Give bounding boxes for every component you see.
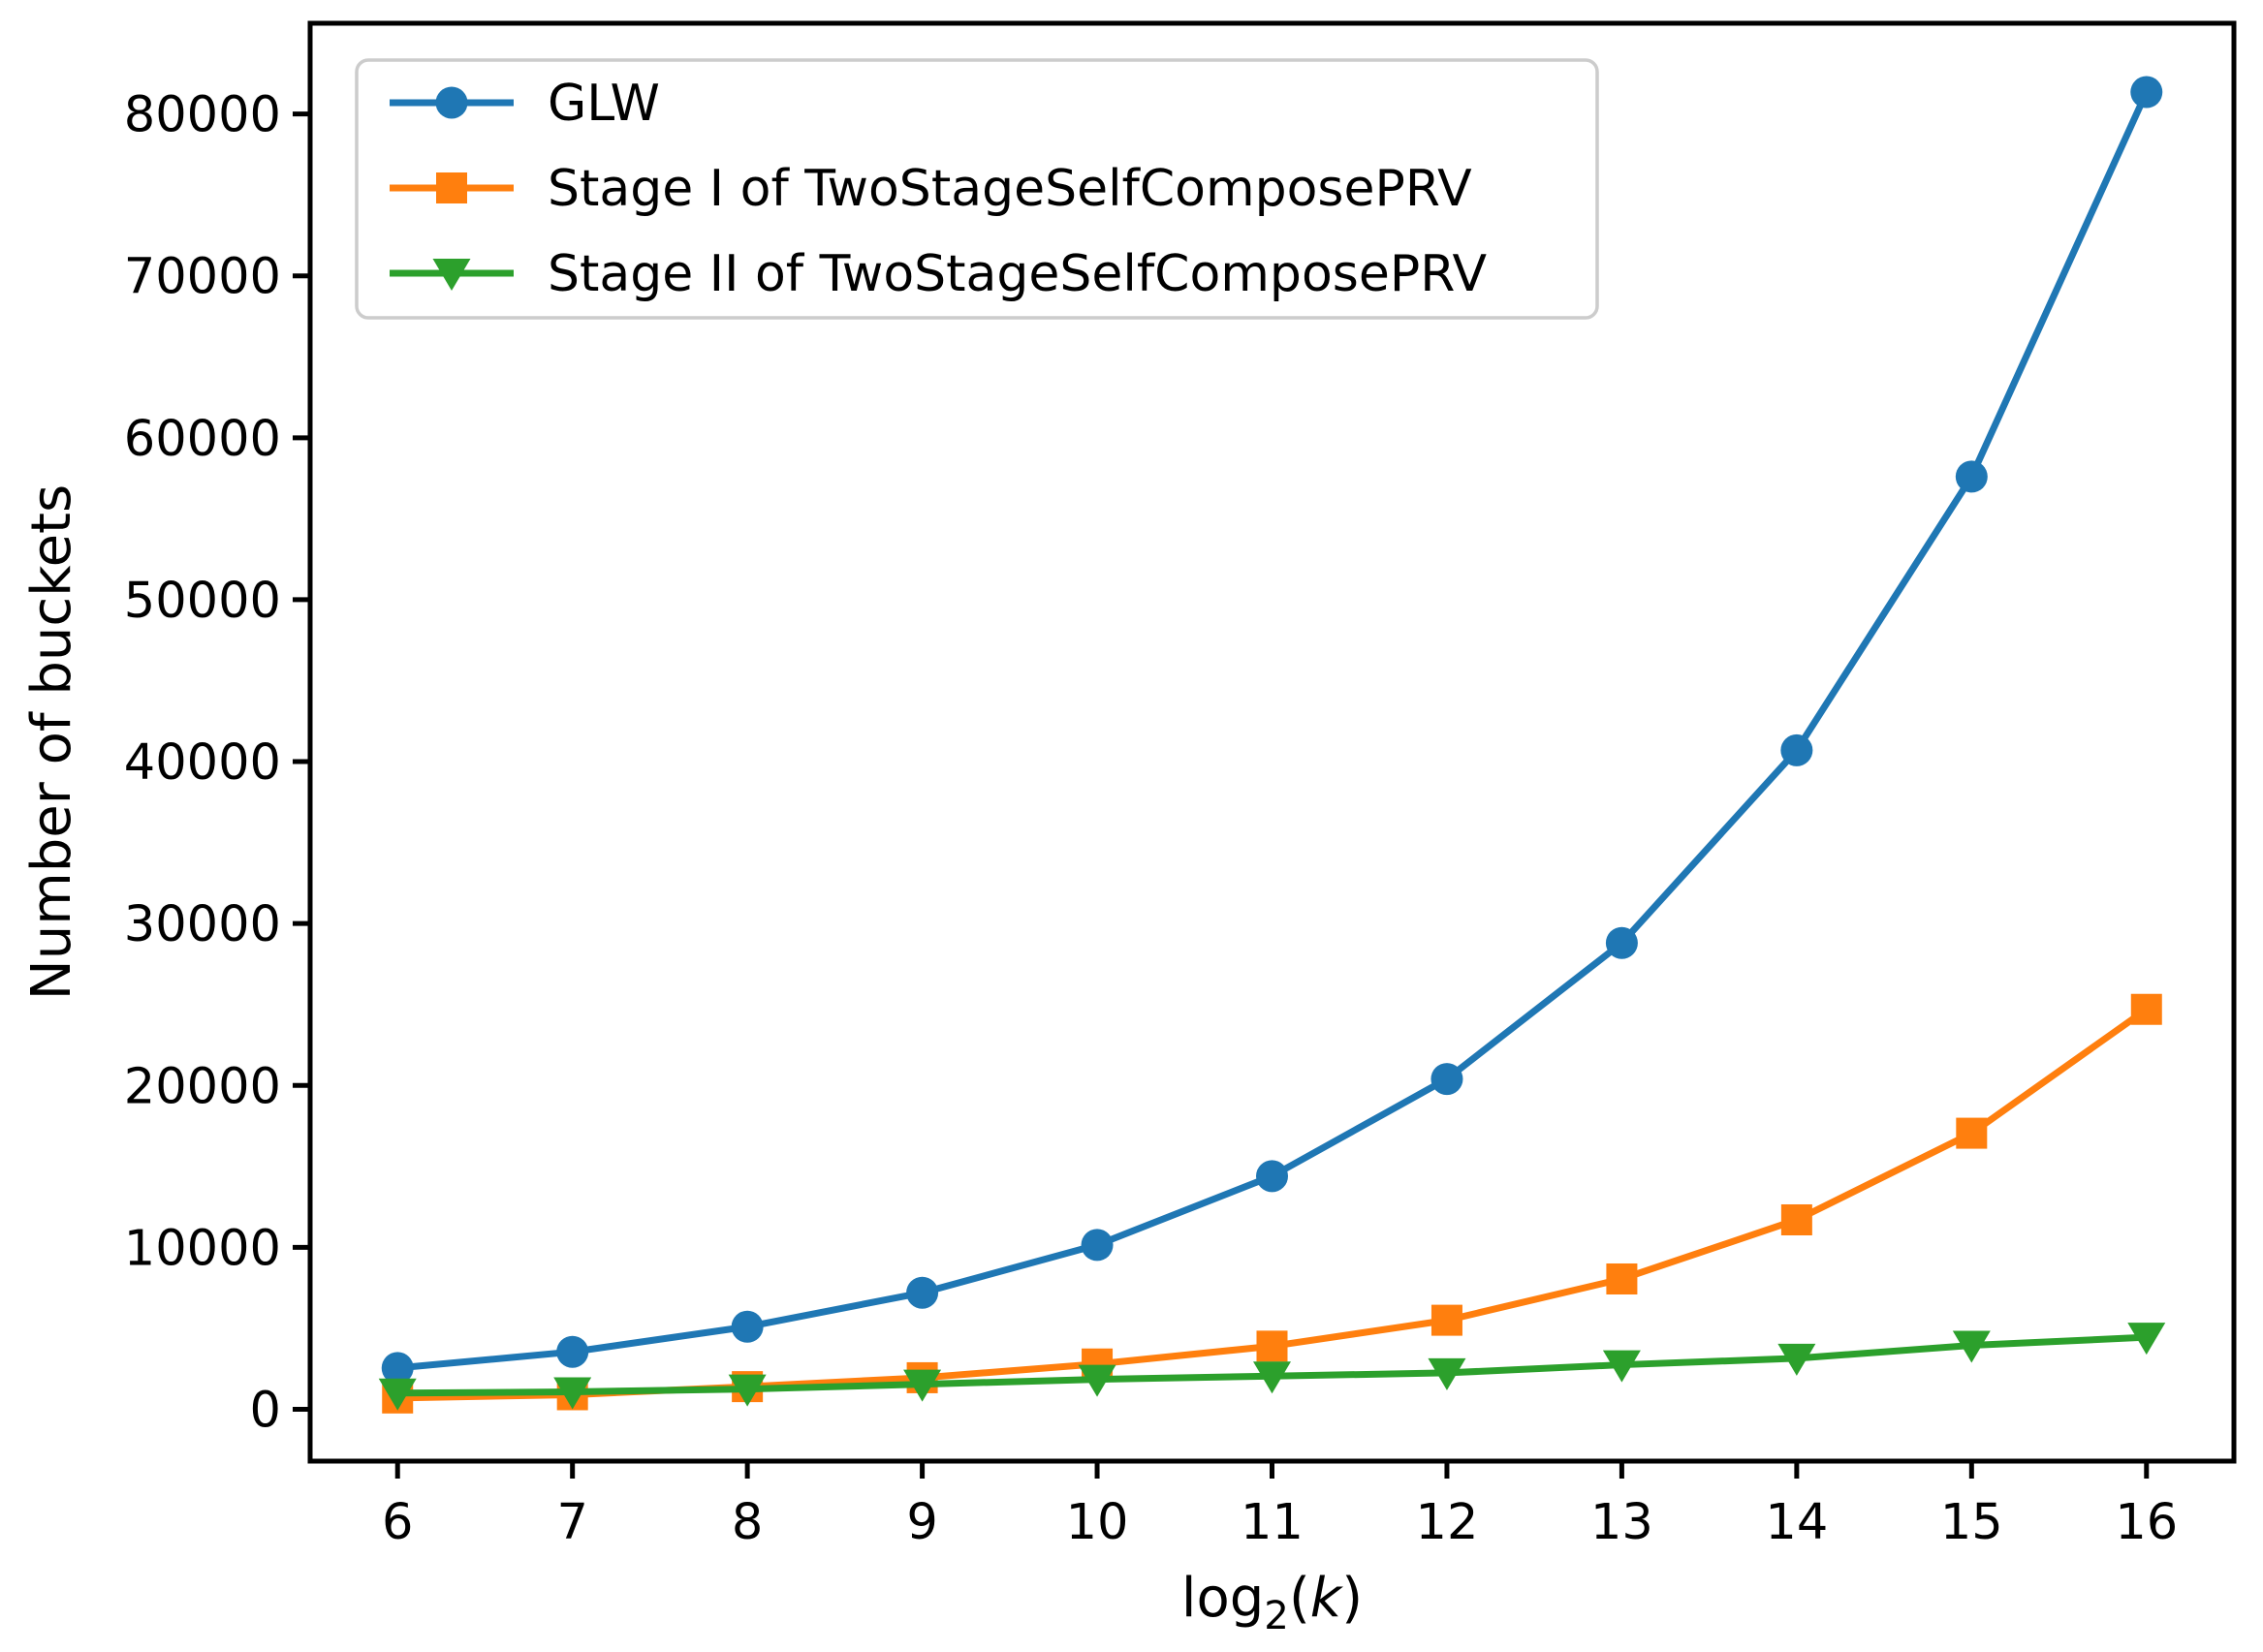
data-point-marker (1956, 1117, 1988, 1149)
data-point-marker (1078, 1364, 1116, 1397)
data-point-marker (553, 1377, 592, 1410)
x-tick-label: 15 (1940, 1494, 2003, 1551)
data-point-marker (906, 1276, 939, 1309)
data-point-marker (1430, 1063, 1463, 1096)
y-tick-label: 40000 (124, 734, 281, 792)
x-tick-label: 14 (1765, 1494, 1828, 1551)
y-axis: 0 10000 20000 30000 40000 50000 60000 70000 8000… (124, 87, 310, 1440)
x-axis: 6 7 8 9 10 11 12 13 14 15 16 (382, 1461, 2178, 1551)
legend-label: GLW (548, 75, 660, 133)
x-tick-label: 12 (1416, 1494, 1479, 1551)
x-tick-label: 7 (556, 1494, 587, 1551)
data-point-marker (1428, 1357, 1466, 1390)
data-point-marker (2130, 76, 2163, 109)
data-point-marker (731, 1310, 764, 1343)
data-point-marker (432, 259, 471, 291)
data-point-marker (1256, 1160, 1288, 1193)
data-point-marker (2127, 1323, 2166, 1356)
series-glw (381, 76, 2163, 1385)
x-tick-label: 9 (906, 1494, 937, 1551)
y-tick-label: 80000 (124, 87, 281, 144)
y-tick-label: 10000 (124, 1220, 281, 1277)
y-tick-label: 20000 (124, 1058, 281, 1115)
legend-entry: Stage II of TwoStageSelfComposePRV (390, 245, 1487, 303)
series-stage-ii-of-twostageselfcomposeprv (378, 1323, 2166, 1411)
x-tick-label: 13 (1590, 1494, 1653, 1551)
data-point-marker (1777, 1343, 1816, 1376)
data-point-marker (1430, 1304, 1462, 1336)
y-tick-label: 0 (250, 1383, 281, 1440)
x-tick-label: 16 (2115, 1494, 2178, 1551)
data-point-marker (435, 86, 468, 119)
data-point-marker (728, 1374, 767, 1407)
plot-series (378, 76, 2166, 1414)
data-point-marker (378, 1378, 417, 1411)
legend-box (355, 58, 1599, 320)
y-axis-label: Number of buckets (20, 484, 83, 1000)
data-point-marker (1952, 1330, 1991, 1363)
legend-entry: GLW (390, 75, 660, 133)
legend: GLW Stage I of TwoStageSelfComposePRV Stag… (355, 58, 1599, 320)
x-tick-label: 8 (732, 1494, 763, 1551)
x-axis-label: log2(k) (1181, 1567, 1363, 1638)
data-point-marker (556, 1335, 589, 1368)
y-tick-label: 60000 (124, 411, 281, 468)
legend-label: Stage II of TwoStageSelfComposePRV (548, 245, 1487, 303)
data-point-marker (2130, 993, 2162, 1025)
data-point-marker (1780, 1203, 1812, 1235)
y-tick-label: 30000 (124, 896, 281, 953)
x-tick-label: 11 (1241, 1494, 1304, 1551)
data-point-marker (1602, 1350, 1641, 1383)
y-tick-label: 70000 (124, 249, 281, 306)
data-point-marker (1256, 1330, 1288, 1362)
legend-label: Stage I of TwoStageSelfComposePRV (548, 160, 1472, 218)
data-point-marker (1605, 926, 1638, 959)
data-point-marker (1253, 1361, 1291, 1394)
data-point-marker (903, 1369, 942, 1402)
data-point-marker (1606, 1262, 1638, 1294)
data-point-marker (381, 1352, 414, 1385)
x-tick-label: 6 (382, 1494, 413, 1551)
legend-entry: Stage I of TwoStageSelfComposePRV (390, 160, 1472, 218)
data-point-marker (1780, 733, 1813, 766)
data-point-marker (1955, 460, 1988, 493)
x-tick-label: 10 (1066, 1494, 1129, 1551)
data-point-marker (436, 172, 467, 203)
data-point-marker (1081, 1229, 1114, 1262)
y-tick-label: 50000 (124, 573, 281, 630)
